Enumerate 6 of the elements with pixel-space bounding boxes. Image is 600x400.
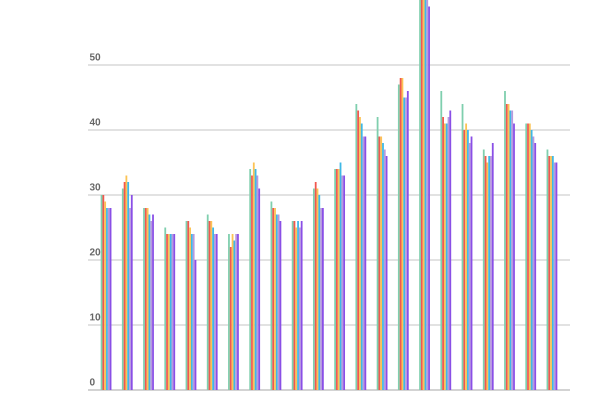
y-tick-label: 0 <box>90 378 95 386</box>
y-tick-label: 20 <box>90 248 100 256</box>
y-tick-label: 30 <box>90 183 100 190</box>
y-tick-label: 40 <box>90 118 100 126</box>
y-tick-label: 50 <box>90 53 100 60</box>
y-tick-label: 10 <box>90 313 100 320</box>
